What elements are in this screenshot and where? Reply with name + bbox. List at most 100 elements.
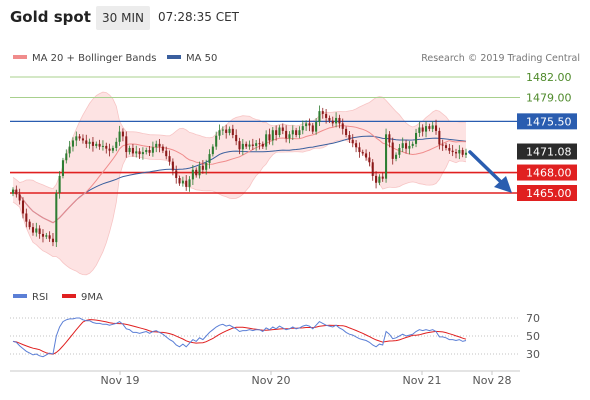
candle-body bbox=[21, 200, 25, 214]
candle-body bbox=[41, 233, 45, 237]
candle bbox=[275, 125, 278, 141]
candle-body bbox=[451, 150, 454, 153]
candle-body bbox=[231, 128, 234, 135]
candle-body bbox=[161, 146, 164, 151]
candle bbox=[131, 143, 134, 157]
price-levels bbox=[10, 76, 520, 194]
candle bbox=[225, 124, 228, 139]
instrument-title: Gold spot bbox=[10, 8, 91, 26]
candle-body bbox=[441, 144, 444, 146]
candle-body bbox=[141, 152, 144, 155]
candle bbox=[208, 149, 211, 169]
bollinger-bands bbox=[12, 91, 467, 276]
candle bbox=[11, 187, 15, 197]
rsi-panel: 70 50 30 bbox=[10, 312, 540, 361]
x-tick-label: Nov 28 bbox=[473, 374, 512, 387]
last-price-label: 1471.08 bbox=[526, 146, 572, 159]
candle bbox=[55, 189, 58, 247]
candle-body bbox=[18, 194, 21, 201]
candle bbox=[328, 115, 331, 124]
candle bbox=[181, 176, 184, 187]
candle bbox=[111, 145, 114, 154]
candle-body bbox=[195, 169, 198, 176]
candle bbox=[418, 121, 421, 137]
candle bbox=[91, 136, 94, 152]
candle-body bbox=[444, 145, 448, 148]
candle bbox=[461, 147, 464, 158]
candle bbox=[305, 120, 308, 131]
candle-body bbox=[48, 235, 51, 239]
forecast-arrow-head bbox=[494, 176, 512, 193]
candle-body bbox=[78, 136, 81, 139]
candle-body bbox=[385, 134, 388, 179]
candle bbox=[255, 139, 258, 151]
candle bbox=[151, 141, 154, 157]
price-labels: 1482.00 1479.00 1475.50 1468.00 1465.00 1471.… bbox=[517, 71, 577, 201]
bollinger-lower-line bbox=[12, 139, 467, 276]
candle-body bbox=[15, 189, 18, 195]
candle bbox=[85, 134, 88, 148]
candle bbox=[205, 159, 208, 175]
timestamp: 07:28:35 CET bbox=[158, 10, 239, 24]
candle bbox=[315, 118, 318, 135]
candle-body bbox=[98, 143, 101, 147]
candle-body bbox=[45, 235, 48, 237]
timeframe-button[interactable]: 30 MIN bbox=[96, 6, 150, 30]
x-tick-label: Nov 19 bbox=[101, 374, 140, 387]
candle-body bbox=[228, 128, 231, 133]
candle-body bbox=[138, 151, 141, 155]
price-level-label: 1465.00 bbox=[526, 187, 572, 200]
candle bbox=[335, 112, 338, 128]
last-price-box bbox=[517, 143, 577, 160]
candle-body bbox=[118, 131, 121, 142]
candle-body bbox=[408, 145, 411, 149]
candle bbox=[21, 197, 25, 219]
candle bbox=[444, 142, 448, 151]
rsi-ma-line bbox=[12, 319, 467, 355]
candle-body bbox=[248, 144, 251, 147]
candle bbox=[148, 145, 151, 156]
candle-body bbox=[125, 136, 128, 153]
candle bbox=[248, 140, 251, 150]
candle bbox=[368, 151, 371, 167]
rsi-line bbox=[12, 317, 467, 358]
candle bbox=[375, 171, 378, 189]
candle bbox=[371, 159, 374, 181]
candle-body bbox=[431, 125, 434, 129]
candle bbox=[171, 158, 174, 176]
candle-body bbox=[454, 152, 458, 154]
candle bbox=[98, 139, 101, 150]
candle bbox=[191, 164, 194, 186]
candle bbox=[415, 128, 418, 148]
candle bbox=[464, 148, 468, 158]
chart-header: Gold spot 30 MIN 07:28:35 CET bbox=[0, 0, 590, 36]
candle-body bbox=[265, 134, 268, 147]
candle bbox=[231, 124, 234, 139]
candle-body bbox=[285, 130, 288, 139]
candle bbox=[61, 157, 64, 179]
forecast-arrow-shaft bbox=[468, 150, 503, 184]
candle bbox=[125, 131, 128, 158]
candle bbox=[161, 144, 164, 154]
candle-body bbox=[68, 146, 71, 154]
candle-body bbox=[61, 160, 64, 176]
candle bbox=[221, 126, 224, 136]
candle-body bbox=[325, 113, 328, 118]
candle-body bbox=[378, 176, 381, 183]
candle bbox=[68, 140, 71, 158]
candle bbox=[438, 127, 441, 150]
candle bbox=[188, 176, 191, 192]
candle bbox=[88, 138, 91, 149]
candle bbox=[431, 121, 434, 133]
candle-body bbox=[81, 138, 84, 141]
candle-body bbox=[268, 134, 271, 141]
candle-body bbox=[181, 180, 184, 184]
candle bbox=[238, 137, 241, 155]
candle bbox=[385, 128, 388, 183]
candle bbox=[271, 127, 274, 146]
price-level-label: 1479.00 bbox=[526, 91, 572, 104]
candle bbox=[195, 167, 198, 178]
candle-body bbox=[315, 122, 318, 132]
candle bbox=[48, 231, 51, 242]
candle bbox=[228, 126, 231, 136]
